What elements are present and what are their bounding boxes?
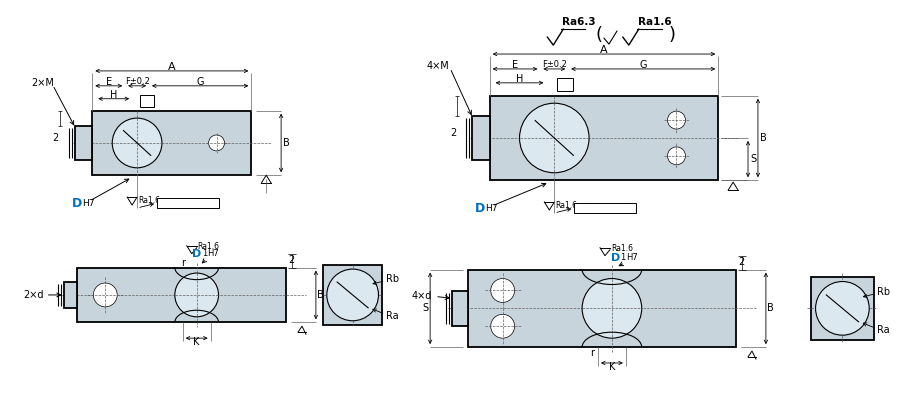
Circle shape (327, 269, 379, 321)
Text: B: B (768, 303, 774, 313)
Text: D: D (193, 249, 202, 259)
Text: F±0.2: F±0.2 (124, 77, 149, 87)
Text: B: B (760, 133, 766, 143)
Text: A: A (626, 204, 634, 213)
Bar (323, 265, 382, 325)
Text: H7: H7 (83, 199, 94, 207)
Text: A: A (209, 199, 216, 207)
Text: E: E (105, 77, 112, 87)
Text: H: H (516, 74, 523, 84)
Text: F±0.2: F±0.2 (542, 60, 567, 69)
Text: K: K (608, 362, 615, 372)
Text: B: B (318, 290, 324, 300)
Text: Ra1.6: Ra1.6 (198, 242, 220, 251)
Bar (140, 95, 154, 107)
Text: 4×M: 4×M (427, 61, 449, 71)
Text: B: B (283, 138, 290, 148)
Text: r: r (182, 257, 185, 268)
Circle shape (582, 278, 642, 338)
Text: 4×d: 4×d (412, 291, 432, 302)
Text: A: A (562, 79, 569, 89)
Bar (93, 110, 251, 175)
Bar (64, 282, 77, 308)
Text: (: ( (595, 26, 602, 44)
Bar (77, 268, 286, 322)
Circle shape (668, 147, 686, 165)
Bar (574, 203, 635, 213)
Circle shape (815, 281, 869, 335)
Text: A: A (143, 96, 151, 106)
Text: H: H (110, 90, 117, 100)
Text: D: D (72, 197, 83, 210)
Text: Ra1.6: Ra1.6 (611, 244, 633, 253)
Text: 2×M: 2×M (32, 78, 54, 88)
Circle shape (112, 118, 162, 168)
Text: G: G (196, 77, 204, 87)
Text: r: r (590, 348, 594, 358)
Text: ⊥: ⊥ (576, 203, 584, 213)
Text: D: D (474, 202, 485, 215)
Text: 1: 1 (202, 249, 207, 258)
Text: A: A (168, 62, 176, 72)
Text: 2: 2 (738, 257, 744, 267)
Text: Ra: Ra (878, 325, 890, 335)
Bar (452, 291, 468, 326)
Bar (468, 270, 736, 347)
Text: Rb: Rb (878, 287, 890, 297)
Text: Ra1.6: Ra1.6 (555, 200, 577, 210)
Text: φ0.05: φ0.05 (176, 199, 200, 207)
Text: E: E (512, 60, 518, 70)
Text: K: K (194, 337, 200, 347)
Bar (472, 116, 490, 160)
Text: H7: H7 (485, 204, 498, 213)
Circle shape (491, 278, 515, 302)
Text: 2: 2 (288, 255, 294, 265)
Bar (490, 96, 718, 180)
Text: A: A (600, 45, 608, 55)
Text: Ra6.3: Ra6.3 (562, 17, 596, 27)
Text: G: G (640, 60, 647, 70)
Text: 2×d: 2×d (23, 290, 44, 300)
Text: ): ) (669, 26, 676, 44)
Text: 2: 2 (52, 133, 58, 143)
Text: Ra1.6: Ra1.6 (638, 17, 671, 27)
Circle shape (491, 314, 515, 338)
Text: S: S (422, 303, 428, 313)
Text: H7: H7 (626, 253, 637, 262)
Circle shape (668, 111, 686, 129)
Bar (75, 126, 93, 160)
Text: Rb: Rb (386, 274, 400, 284)
Text: S: S (750, 154, 756, 164)
Text: D: D (610, 253, 620, 262)
Text: Ra1.6: Ra1.6 (138, 196, 160, 205)
Bar (557, 78, 573, 91)
Circle shape (94, 283, 117, 307)
Circle shape (519, 103, 590, 173)
Text: ⊥: ⊥ (158, 198, 167, 208)
Text: H7: H7 (208, 249, 220, 258)
Bar (157, 198, 219, 208)
Text: Ra: Ra (386, 311, 399, 320)
Circle shape (175, 273, 219, 317)
Text: 2: 2 (450, 128, 456, 138)
Bar (811, 276, 874, 340)
Text: 1: 1 (620, 253, 625, 262)
Circle shape (209, 135, 224, 151)
Text: φ0.05: φ0.05 (593, 204, 616, 213)
